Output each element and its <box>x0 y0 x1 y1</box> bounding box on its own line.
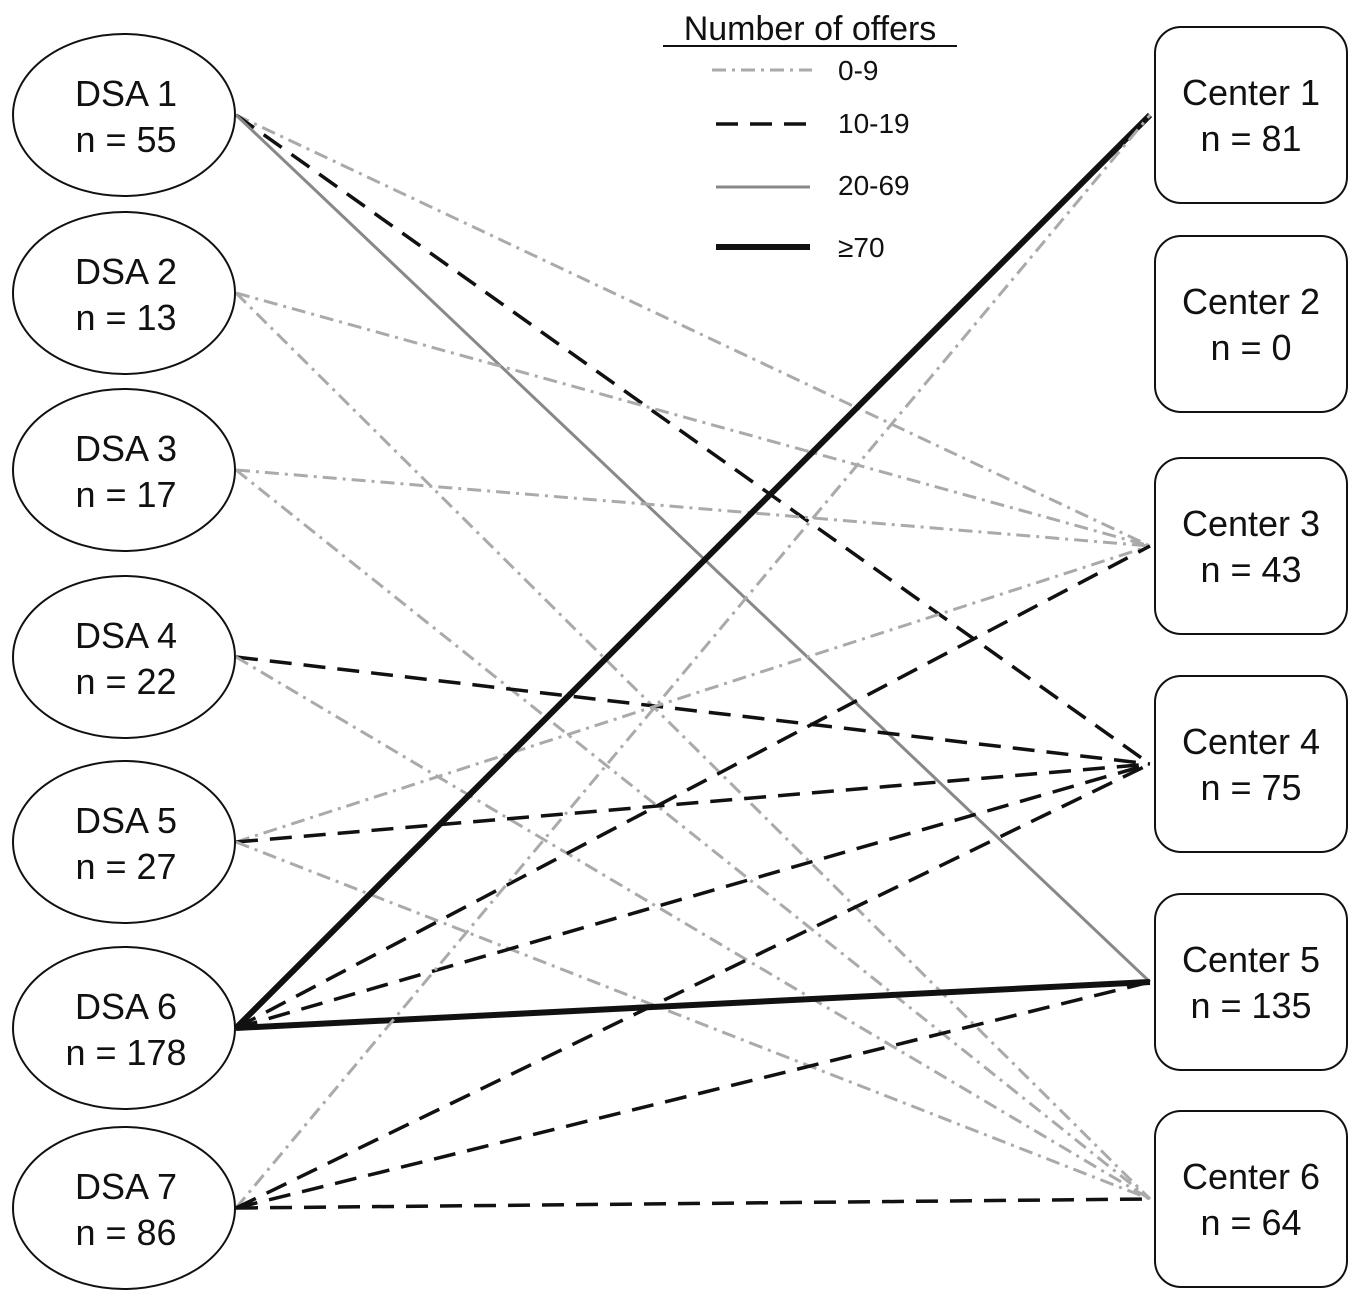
center-name: Center 3 <box>1182 503 1320 544</box>
center-count: n = 75 <box>1200 767 1301 808</box>
edge-dsa4-c4 <box>235 655 1151 766</box>
dsa-name: DSA 6 <box>75 986 177 1027</box>
dsa-name: DSA 4 <box>75 615 177 656</box>
center-name: Center 1 <box>1182 72 1320 113</box>
dsa-name: DSA 3 <box>75 428 177 469</box>
legend-title: Number of offers <box>684 10 937 48</box>
dsa-ellipse <box>12 33 236 197</box>
center-node-1: Center 1 n = 81 <box>1154 26 1348 204</box>
center-name: Center 6 <box>1182 1156 1320 1197</box>
edge-dsa6-c3 <box>235 544 1151 1030</box>
dsa-node-6: DSA 6 n = 178 <box>12 946 236 1110</box>
legend: Number of offers 0-9 10-19 20-69 ≥70 <box>663 10 957 263</box>
dsa-name: DSA 7 <box>75 1166 177 1207</box>
center-box <box>1154 235 1348 413</box>
edge-dsa5-c4 <box>235 762 1151 844</box>
dsa-count: n = 178 <box>65 1032 186 1073</box>
edges-layer <box>233 112 1153 1210</box>
dsa-ellipse <box>12 946 236 1110</box>
dsa-ellipse <box>12 1126 236 1290</box>
center-node-6: Center 6 n = 64 <box>1154 1110 1348 1288</box>
dsa-name: DSA 1 <box>75 73 177 114</box>
edge-dsa5-c6 <box>235 840 1151 1201</box>
dsa-count: n = 27 <box>75 846 176 887</box>
center-node-4: Center 4 n = 75 <box>1154 675 1348 853</box>
edge-dsa1-c4 <box>234 113 1152 766</box>
edge-dsa7-c1 <box>234 114 1152 1209</box>
dsa-node-1: DSA 1 n = 55 <box>12 33 236 197</box>
center-count: n = 81 <box>1200 118 1301 159</box>
dsa-count: n = 13 <box>75 297 176 338</box>
dsa-ellipse <box>12 760 236 924</box>
center-box <box>1154 26 1348 204</box>
edge-dsa3-c3 <box>235 468 1151 548</box>
center-node-2: Center 2 n = 0 <box>1154 235 1348 413</box>
dsa-ellipse <box>12 211 236 375</box>
center-node-5: Center 5 n = 135 <box>1154 893 1348 1071</box>
edge-dsa5-c3 <box>235 544 1151 844</box>
center-name: Center 5 <box>1182 939 1320 980</box>
edge-dsa3-c6 <box>235 468 1151 1201</box>
center-node-3: Center 3 n = 43 <box>1154 457 1348 635</box>
legend-label-low: 0-9 <box>838 55 878 86</box>
dsa-name: DSA 2 <box>75 251 177 292</box>
center-count: n = 0 <box>1210 327 1291 368</box>
dsa-node-3: DSA 3 n = 17 <box>12 388 236 552</box>
dsa-node-5: DSA 5 n = 27 <box>12 760 236 924</box>
center-count: n = 135 <box>1190 985 1311 1026</box>
edge-dsa1-c5 <box>234 113 1152 984</box>
dsa-node-2: DSA 2 n = 13 <box>12 211 236 375</box>
center-count: n = 43 <box>1200 549 1301 590</box>
dsa-node-7: DSA 7 n = 86 <box>12 1126 236 1290</box>
dsa-count: n = 17 <box>75 474 176 515</box>
legend-label-high: 20-69 <box>838 170 910 201</box>
center-name: Center 4 <box>1182 721 1320 762</box>
edge-dsa1-c3 <box>235 113 1151 548</box>
edge-dsa6-c1 <box>233 112 1153 1031</box>
dsa-ellipse <box>12 575 236 739</box>
center-name: Center 2 <box>1182 281 1320 322</box>
legend-label-top: ≥70 <box>838 232 885 263</box>
dsa-count: n = 86 <box>75 1212 176 1253</box>
edge-dsa2-c6 <box>234 291 1152 1201</box>
dsa-ellipse <box>12 388 236 552</box>
edge-dsa6-c5 <box>235 979 1151 1031</box>
edge-dsa7-c5 <box>235 980 1151 1210</box>
dsa-count: n = 22 <box>75 661 176 702</box>
edge-dsa6-c4 <box>235 762 1151 1030</box>
dsa-node-4: DSA 4 n = 22 <box>12 575 236 739</box>
dsa-name: DSA 5 <box>75 800 177 841</box>
center-box <box>1154 675 1348 853</box>
center-box <box>1154 457 1348 635</box>
edge-dsa2-c3 <box>235 291 1151 548</box>
legend-label-mid: 10-19 <box>838 108 910 139</box>
edge-dsa4-c6 <box>235 655 1151 1201</box>
dsa-count: n = 55 <box>75 119 176 160</box>
center-box <box>1154 1110 1348 1288</box>
nodes-layer: DSA 1 n = 55 DSA 2 n = 13 DSA 3 n = 17 DSA 4 n … <box>12 26 1348 1290</box>
edge-dsa7-c6 <box>235 1197 1151 1210</box>
center-box <box>1154 893 1348 1071</box>
center-count: n = 64 <box>1200 1202 1301 1243</box>
